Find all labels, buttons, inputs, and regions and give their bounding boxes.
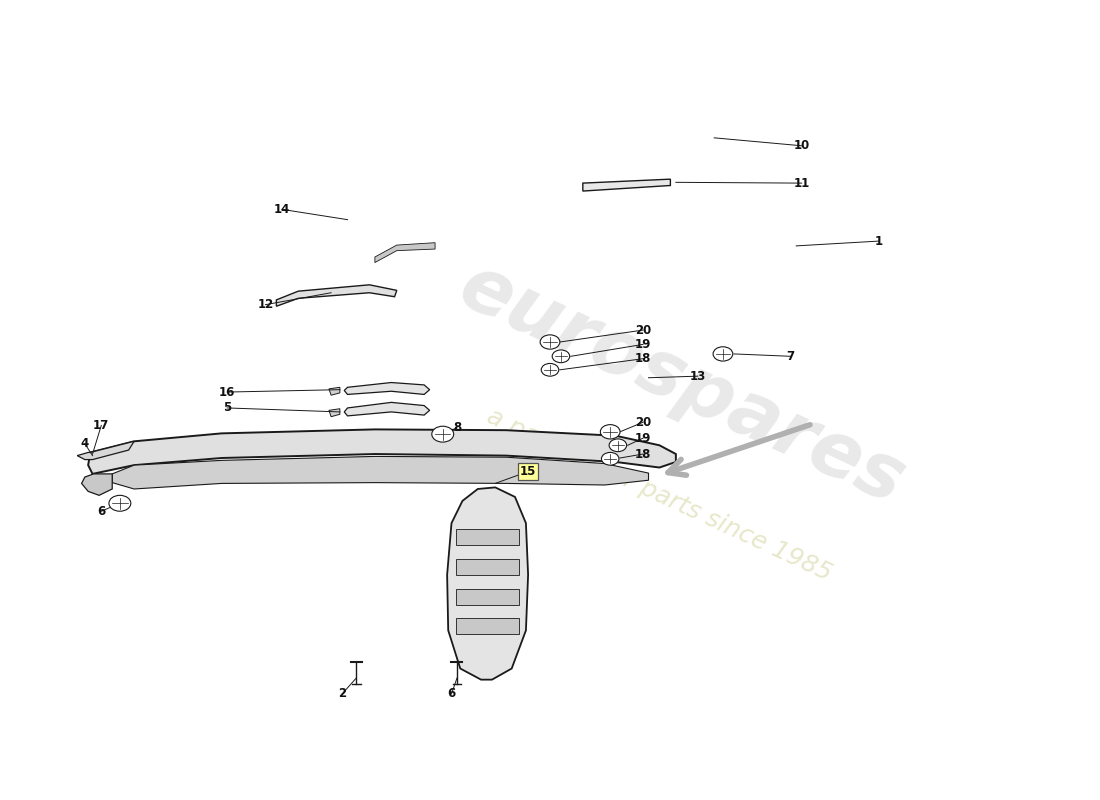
- Circle shape: [552, 350, 570, 362]
- Text: 19: 19: [635, 338, 651, 351]
- Text: 1: 1: [874, 234, 882, 248]
- Circle shape: [109, 495, 131, 511]
- Text: 19: 19: [635, 432, 651, 445]
- Circle shape: [713, 346, 733, 361]
- Polygon shape: [329, 387, 340, 395]
- Text: 18: 18: [635, 447, 651, 461]
- Polygon shape: [77, 442, 134, 459]
- Polygon shape: [88, 430, 675, 474]
- Polygon shape: [344, 382, 430, 394]
- Text: 6: 6: [97, 505, 106, 518]
- Polygon shape: [344, 402, 430, 416]
- Text: eurospares: eurospares: [447, 249, 915, 520]
- Text: 8: 8: [453, 422, 461, 434]
- Text: 11: 11: [793, 177, 810, 190]
- Text: 14: 14: [274, 203, 290, 216]
- Text: 7: 7: [786, 350, 795, 363]
- Polygon shape: [329, 409, 340, 417]
- Text: 20: 20: [635, 323, 651, 337]
- Text: 5: 5: [223, 402, 231, 414]
- Bar: [455, 618, 519, 634]
- Circle shape: [540, 335, 560, 349]
- Polygon shape: [276, 285, 397, 306]
- Text: 12: 12: [257, 298, 274, 311]
- Circle shape: [541, 363, 559, 376]
- Text: 13: 13: [690, 370, 706, 382]
- Text: a passion for parts since 1985: a passion for parts since 1985: [483, 405, 836, 586]
- Text: 15: 15: [520, 465, 537, 478]
- Circle shape: [601, 425, 620, 439]
- Polygon shape: [447, 487, 528, 680]
- Text: 10: 10: [793, 139, 810, 152]
- Circle shape: [602, 453, 619, 465]
- Text: 18: 18: [635, 352, 651, 365]
- Text: 2: 2: [338, 687, 346, 701]
- Text: 17: 17: [94, 419, 109, 432]
- Polygon shape: [112, 457, 649, 489]
- Bar: [455, 589, 519, 605]
- Text: 6: 6: [448, 687, 455, 701]
- Bar: [455, 529, 519, 545]
- Polygon shape: [375, 242, 436, 262]
- Polygon shape: [81, 474, 112, 495]
- Circle shape: [609, 439, 627, 452]
- Bar: [455, 559, 519, 574]
- Circle shape: [432, 426, 453, 442]
- Text: 16: 16: [219, 386, 235, 398]
- Polygon shape: [583, 179, 670, 191]
- Text: 4: 4: [80, 437, 89, 450]
- Text: 20: 20: [635, 416, 651, 429]
